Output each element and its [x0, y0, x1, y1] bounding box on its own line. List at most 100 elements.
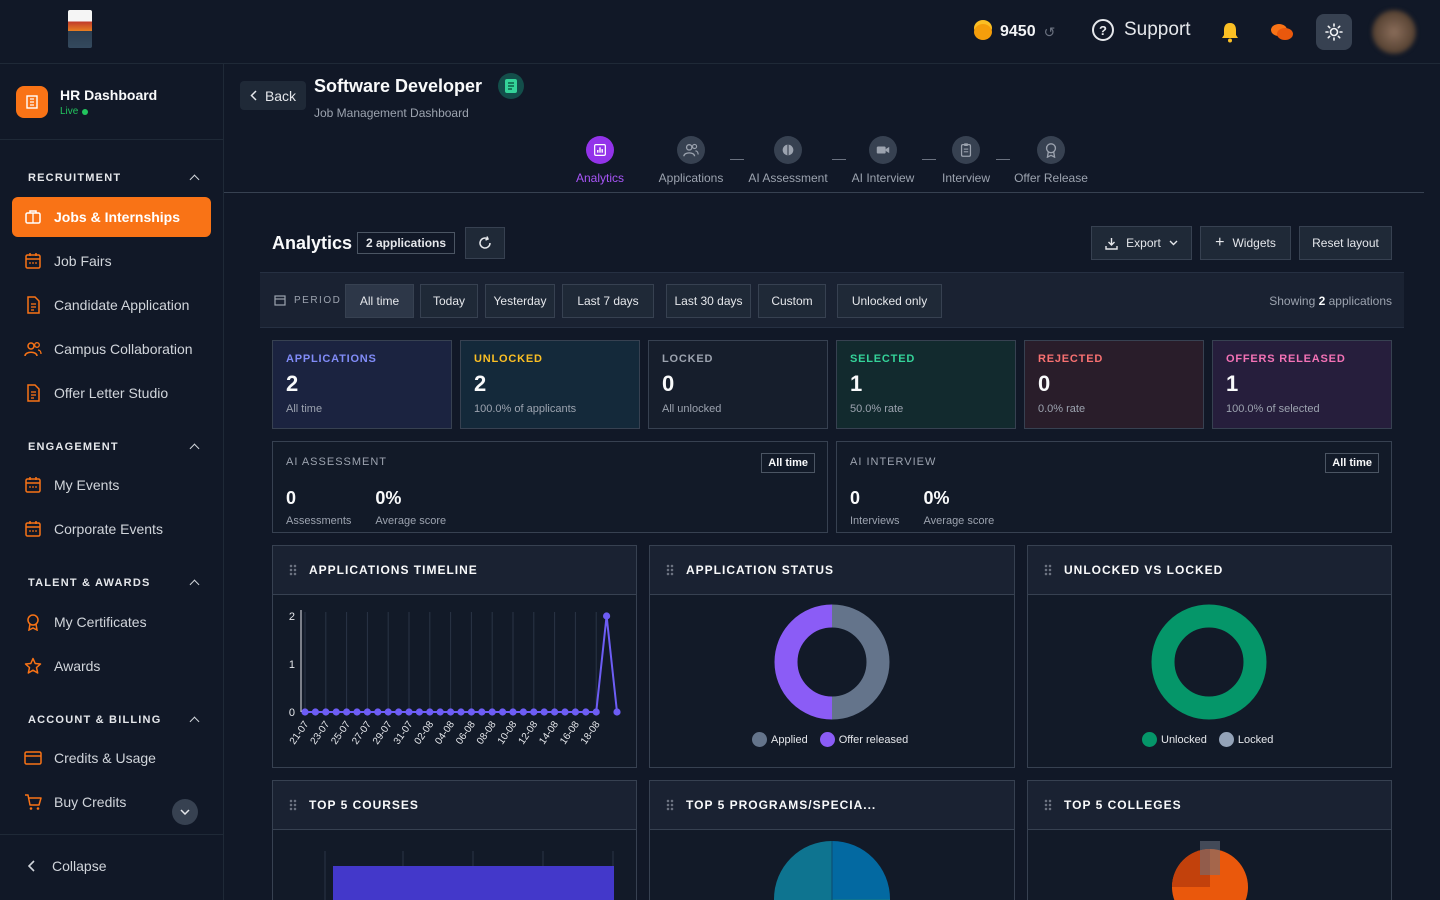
sidebar-item-offer-letter-studio[interactable]: Offer Letter Studio [12, 373, 211, 413]
timeline-point[interactable] [447, 708, 455, 716]
user-avatar[interactable] [1372, 10, 1416, 54]
legend-item-applied[interactable]: Applied [752, 732, 808, 747]
donut-slice-unlocked[interactable] [1151, 604, 1267, 720]
chat-icon[interactable] [1270, 22, 1294, 42]
timeline-point[interactable] [509, 708, 517, 716]
sidebar-section-account-billing[interactable]: ACCOUNT & BILLING [28, 714, 200, 727]
kpi-card-locked[interactable]: LOCKED 0 All unlocked [648, 340, 828, 429]
step-offer-release[interactable]: Offer Release [1001, 136, 1101, 185]
timeline-point[interactable] [530, 708, 538, 716]
timeline-point[interactable] [322, 708, 330, 716]
timeline-point[interactable] [384, 708, 392, 716]
credits-balance[interactable]: 9450 ↺ [974, 20, 1055, 44]
sidebar-item-credits-usage[interactable]: Credits & Usage [12, 738, 211, 778]
sidebar-item-label: My Events [54, 477, 120, 493]
legend-item-offer-released[interactable]: Offer released [819, 732, 908, 747]
x-tick-label: 16-08 [558, 719, 582, 747]
timeline-point[interactable] [415, 708, 423, 716]
timeline-point[interactable] [478, 708, 486, 716]
period-option-last-30-days[interactable]: Last 30 days [666, 284, 751, 318]
company-logo[interactable] [68, 10, 92, 48]
sidebar-item-label: Jobs & Internships [54, 209, 181, 225]
kpi-card-selected[interactable]: SELECTED 1 50.0% rate [836, 340, 1016, 429]
timeline-point[interactable] [311, 708, 319, 716]
sidebar-item-candidate-application[interactable]: Candidate Application [12, 285, 211, 325]
timeline-point[interactable] [519, 708, 527, 716]
period-option-last-7-days[interactable]: Last 7 days [562, 284, 654, 318]
drag-handle-icon[interactable] [289, 564, 297, 576]
drag-handle-icon[interactable] [666, 799, 674, 811]
timeline-point[interactable] [436, 708, 444, 716]
donut-slice-applied[interactable] [831, 604, 890, 720]
step-ai-interview[interactable]: AI Interview [833, 136, 933, 185]
sidebar-section-talent-awards[interactable]: TALENT & AWARDS [28, 577, 200, 590]
kpi-card-rejected[interactable]: REJECTED 0 0.0% rate [1024, 340, 1204, 429]
drag-handle-icon[interactable] [1044, 564, 1052, 576]
sidebar-item-jobs-internships[interactable]: Jobs & Internships [12, 197, 211, 237]
sidebar-item-campus-collaboration[interactable]: Campus Collaboration [12, 329, 211, 369]
export-button[interactable]: Export [1091, 226, 1192, 260]
timeline-point[interactable] [301, 708, 309, 716]
period-option-today[interactable]: Today [420, 284, 478, 318]
drag-handle-icon[interactable] [1044, 799, 1052, 811]
sidebar-section-engagement[interactable]: ENGAGEMENT [28, 441, 200, 454]
timeline-point[interactable] [592, 708, 600, 716]
sidebar-item-buy-credits[interactable]: Buy Credits [12, 782, 211, 822]
timeline-point[interactable] [613, 708, 621, 716]
period-option-all-time[interactable]: All time [345, 284, 414, 318]
step-ai-assessment[interactable]: AI Assessment [738, 136, 838, 185]
timeline-point[interactable] [395, 708, 403, 716]
back-button[interactable]: Back [240, 81, 306, 110]
bell-icon[interactable] [1220, 21, 1240, 43]
sidebar-item-job-fairs[interactable]: Job Fairs [12, 241, 211, 281]
timeline-point[interactable] [603, 612, 611, 620]
history-icon[interactable]: ↺ [1043, 23, 1056, 40]
timeline-point[interactable] [457, 708, 465, 716]
timeline-point[interactable] [426, 708, 434, 716]
scroll-down-button[interactable] [172, 799, 198, 825]
timeline-point[interactable] [363, 708, 371, 716]
timeline-point[interactable] [571, 708, 579, 716]
legend-item-locked[interactable]: Locked [1218, 732, 1273, 747]
timeline-point[interactable] [353, 708, 361, 716]
drag-handle-icon[interactable] [289, 799, 297, 811]
theme-toggle-button[interactable] [1316, 14, 1352, 50]
step-interview[interactable]: Interview [916, 136, 1016, 185]
sidebar-section-recruitment[interactable]: RECRUITMENT [28, 172, 200, 185]
step-applications[interactable]: Applications [641, 136, 741, 185]
donut-slice-offer-released[interactable] [774, 604, 833, 720]
kpi-card-applications[interactable]: APPLICATIONS 2 All time [272, 340, 452, 429]
timeline-point[interactable] [540, 708, 548, 716]
timeline-point[interactable] [405, 708, 413, 716]
sidebar-item-my-certificates[interactable]: My Certificates [12, 602, 211, 642]
sidebar-item-awards[interactable]: Awards [12, 646, 211, 686]
kpi-card-unlocked[interactable]: UNLOCKED 2 100.0% of applicants [460, 340, 640, 429]
period-tag[interactable]: All time [761, 453, 815, 473]
timeline-point[interactable] [499, 708, 507, 716]
sidebar-item-corporate-events[interactable]: Corporate Events [12, 509, 211, 549]
timeline-point[interactable] [332, 708, 340, 716]
ai-stat: 0 Assessments [286, 488, 351, 527]
x-tick-label: 02-08 [413, 719, 437, 747]
collapse-sidebar-button[interactable]: Collapse [28, 858, 106, 874]
timeline-point[interactable] [561, 708, 569, 716]
period-option-yesterday[interactable]: Yesterday [485, 284, 555, 318]
widgets-button[interactable]: + Widgets [1200, 226, 1291, 260]
refresh-button[interactable] [465, 227, 505, 259]
timeline-point[interactable] [488, 708, 496, 716]
period-tag[interactable]: All time [1325, 453, 1379, 473]
kpi-card-offers-released[interactable]: OFFERS RELEASED 1 100.0% of selected [1212, 340, 1392, 429]
support-button[interactable]: ? Support [1092, 19, 1191, 41]
period-option-custom[interactable]: Custom [758, 284, 826, 318]
timeline-point[interactable] [551, 708, 559, 716]
step-analytics[interactable]: Analytics [550, 136, 650, 185]
reset-layout-button[interactable]: Reset layout [1299, 226, 1392, 260]
timeline-point[interactable] [374, 708, 382, 716]
period-option-unlocked-only[interactable]: Unlocked only [837, 284, 942, 318]
drag-handle-icon[interactable] [666, 564, 674, 576]
legend-item-unlocked[interactable]: Unlocked [1142, 732, 1207, 747]
sidebar-item-my-events[interactable]: My Events [12, 465, 211, 505]
timeline-point[interactable] [467, 708, 475, 716]
timeline-point[interactable] [343, 708, 351, 716]
timeline-point[interactable] [582, 708, 590, 716]
